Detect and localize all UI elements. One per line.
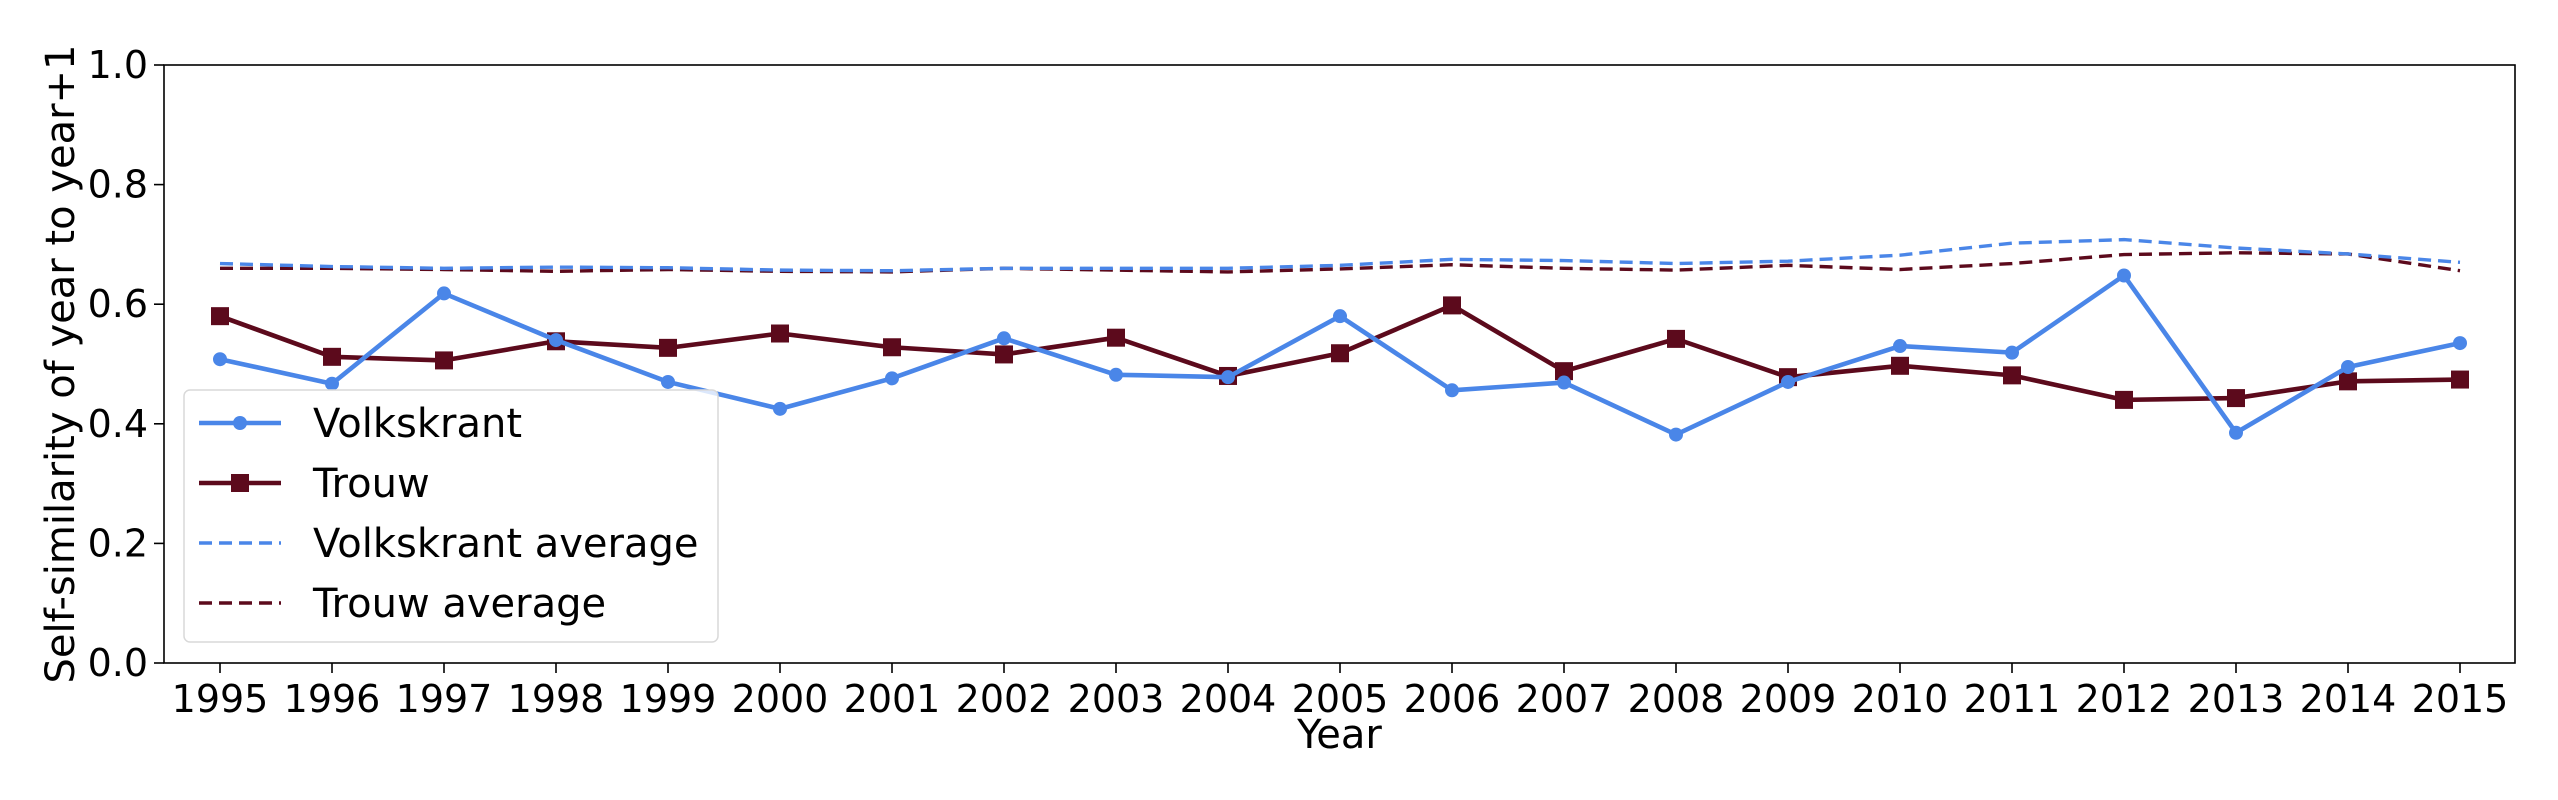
y-axis-ticks: 0.0 0.2 0.4 0.6 0.8 1.0 (88, 43, 164, 685)
data-point (1557, 375, 1571, 390)
y-tick-label: 0.4 (88, 402, 148, 446)
x-tick-label: 2000 (732, 677, 829, 721)
data-point (1669, 427, 1683, 442)
y-tick-label: 1.0 (88, 43, 148, 87)
x-tick-label: 2011 (1964, 677, 2061, 721)
data-point (2453, 336, 2467, 351)
data-point (2229, 425, 2243, 440)
plot-area-frame (163, 64, 2516, 664)
x-tick-label: 2002 (956, 677, 1053, 721)
x-tick-label: 2007 (1516, 677, 1613, 721)
data-point (1107, 328, 1125, 347)
data-point (885, 371, 899, 386)
x-tick-label: 1998 (508, 677, 605, 721)
x-tick-label: 2008 (1628, 677, 1725, 721)
data-point (1331, 344, 1349, 363)
y-tick-label: 0.0 (88, 641, 148, 685)
x-tick-label: 2006 (1404, 677, 1501, 721)
x-tick-label: 2005 (1292, 677, 1389, 721)
data-point (659, 338, 677, 357)
data-point (2341, 359, 2355, 374)
legend-box (183, 389, 719, 643)
data-point (771, 324, 789, 343)
data-point (1891, 356, 1909, 375)
x-tick-label: 2004 (1180, 677, 1277, 721)
data-point (883, 338, 901, 357)
x-axis-title: Year (1296, 712, 1382, 758)
data-point (2003, 366, 2021, 385)
legend-label: Trouw (312, 461, 430, 507)
data-point (213, 352, 227, 367)
data-point (2339, 372, 2357, 391)
data-point (1445, 383, 1459, 398)
x-tick-label: 2015 (2412, 677, 2509, 721)
legend-item: Trouw average (199, 581, 606, 627)
x-tick-label: 2014 (2300, 677, 2397, 721)
series-line (219, 237, 2461, 273)
x-tick-label: 2001 (844, 677, 941, 721)
legend-label: Volkskrant average (313, 521, 698, 567)
data-point (437, 286, 451, 301)
legend-marker (233, 416, 247, 430)
data-point (1781, 374, 1795, 389)
data-point (2227, 389, 2245, 408)
data-point (211, 307, 229, 326)
series-trouw (211, 296, 2469, 409)
series-trouw-average (220, 251, 2461, 274)
legend-item: Volkskrant (199, 401, 522, 447)
x-tick-label: 1995 (172, 677, 269, 721)
series-layer (211, 237, 2469, 442)
data-point (995, 345, 1013, 364)
legend-item: Volkskrant average (199, 521, 698, 567)
legend-marker (231, 474, 249, 492)
data-point (549, 333, 563, 348)
data-point (661, 374, 675, 389)
x-tick-label: 2009 (1740, 677, 1837, 721)
data-point (2005, 345, 2019, 360)
data-point (773, 401, 787, 416)
y-tick-label: 0.2 (88, 521, 148, 565)
x-tick-label: 1997 (396, 677, 493, 721)
data-point (325, 376, 339, 391)
legend-label: Volkskrant (313, 401, 522, 447)
x-tick-label: 2010 (1852, 677, 1949, 721)
x-tick-label: 1999 (620, 677, 717, 721)
data-point (2115, 390, 2133, 409)
data-point (1443, 296, 1461, 315)
data-point (1333, 309, 1347, 324)
series-volkskrant (213, 268, 2467, 442)
y-axis-title: Self-similarity of year to year+1 (38, 44, 84, 683)
data-point (323, 347, 341, 366)
x-axis-ticks: 1995 1996 1997 1998 1999 2000 2001 2002 2003 2004… (172, 663, 2509, 721)
data-point (2451, 370, 2469, 389)
y-tick-label: 0.8 (88, 163, 148, 207)
data-point (1555, 362, 1573, 381)
x-tick-label: 2013 (2188, 677, 2285, 721)
legend: Volkskrant Trouw Volkskrant average Trouw a… (183, 389, 719, 643)
legend-label: Trouw average (312, 581, 606, 627)
series-line (220, 251, 2461, 274)
legend-item: Trouw (199, 461, 430, 507)
data-point (997, 331, 1011, 346)
x-tick-label: 2012 (2076, 677, 2173, 721)
data-point (2117, 268, 2131, 283)
y-tick-label: 0.6 (88, 282, 148, 326)
x-tick-label: 1996 (284, 677, 381, 721)
data-point (1667, 329, 1685, 348)
data-point (435, 351, 453, 370)
data-point (1221, 370, 1235, 385)
data-point (1893, 339, 1907, 354)
x-tick-label: 2003 (1068, 677, 1165, 721)
series-volkskrant-average (219, 237, 2461, 273)
data-point (1109, 367, 1123, 382)
